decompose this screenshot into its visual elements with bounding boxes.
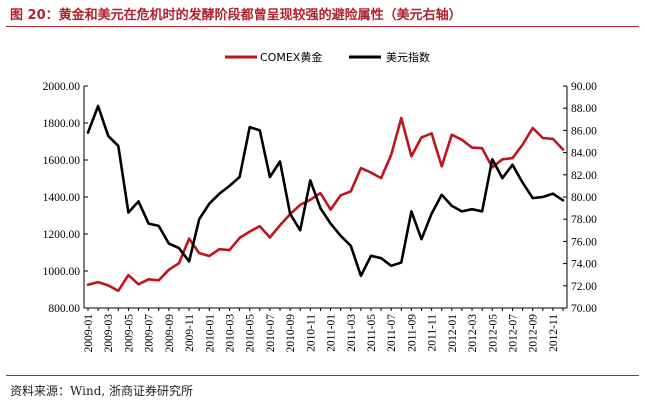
source-note: 资料来源：Wind, 浙商证券研究所	[10, 384, 194, 398]
left-y-tick-label: 1800.00	[43, 118, 81, 130]
chart-legend: COMEX黄金 美元指数	[225, 50, 430, 64]
x-tick-label: 2012-07	[507, 314, 519, 353]
x-tick-label: 2011-03	[346, 314, 358, 352]
x-tick-label: 2012-03	[467, 314, 479, 353]
x-tick-label: 2009-05	[123, 314, 135, 353]
right-y-tick-label: 86.00	[571, 125, 597, 137]
source-divider	[6, 375, 639, 376]
x-tick-label: 2010-01	[204, 314, 216, 353]
legend-label-gold: COMEX黄金	[260, 50, 322, 64]
left-y-tick-label: 1400.00	[43, 192, 81, 204]
right-y-tick-label: 90.00	[571, 81, 597, 93]
title-divider	[6, 26, 639, 27]
left-y-tick-label: 800.00	[48, 303, 80, 315]
x-tick-label: 2012-11	[548, 314, 560, 352]
left-y-tick-label: 2000.00	[43, 81, 81, 93]
chart-series-lines	[86, 104, 565, 293]
right-y-tick-label: 82.00	[571, 170, 597, 182]
x-tick-label: 2011-11	[427, 314, 439, 352]
right-y-tick-label: 88.00	[571, 103, 597, 115]
x-tick-label: 2011-09	[406, 314, 418, 352]
x-tick-label: 2009-01	[83, 314, 95, 353]
right-y-tick-label: 80.00	[571, 192, 597, 204]
x-tick-label: 2009-09	[164, 314, 176, 353]
chart-axes: 800.00 1000.00 1200.00 1400.00 1600.00 1800.0…	[43, 81, 598, 352]
right-y-tick-label: 76.00	[571, 236, 597, 248]
right-y-tick-label: 78.00	[571, 214, 597, 226]
x-tick-label: 2012-05	[487, 314, 499, 353]
x-tick-label: 2010-11	[305, 314, 317, 352]
x-tick-label: 2010-07	[265, 314, 277, 353]
x-tick-label: 2009-11	[184, 314, 196, 352]
x-tick-label: 2009-07	[144, 314, 156, 353]
dual-axis-line-chart: 800.00 1000.00 1200.00 1400.00 1600.00 1800.0…	[43, 50, 598, 352]
left-y-tick-label: 1600.00	[43, 155, 81, 167]
legend-label-usd: 美元指数	[386, 50, 430, 64]
x-tick-label: 2010-09	[285, 314, 297, 353]
x-tick-label: 2012-09	[528, 314, 540, 353]
x-tick-label: 2011-05	[366, 314, 378, 352]
series-line-gold	[86, 116, 565, 293]
series-line-usd	[86, 104, 565, 278]
right-y-tick-label: 72.00	[571, 281, 597, 293]
x-tick-label: 2010-03	[224, 314, 236, 353]
left-y-tick-label: 1200.00	[43, 229, 81, 241]
x-tick-label: 2009-03	[103, 314, 115, 353]
right-y-tick-label: 74.00	[571, 259, 597, 271]
left-y-tick-label: 1000.00	[43, 266, 81, 278]
right-y-tick-label: 70.00	[571, 303, 597, 315]
right-y-tick-label: 84.00	[571, 148, 597, 160]
x-tick-label: 2011-01	[326, 314, 338, 352]
x-tick-label: 2012-01	[447, 314, 459, 353]
x-tick-label: 2010-05	[245, 314, 257, 353]
figure-title: 图 20：黄金和美元在危机时的发酵阶段都曾呈现较强的避险属性（美元右轴）	[10, 8, 462, 23]
x-tick-label: 2011-07	[386, 314, 398, 352]
